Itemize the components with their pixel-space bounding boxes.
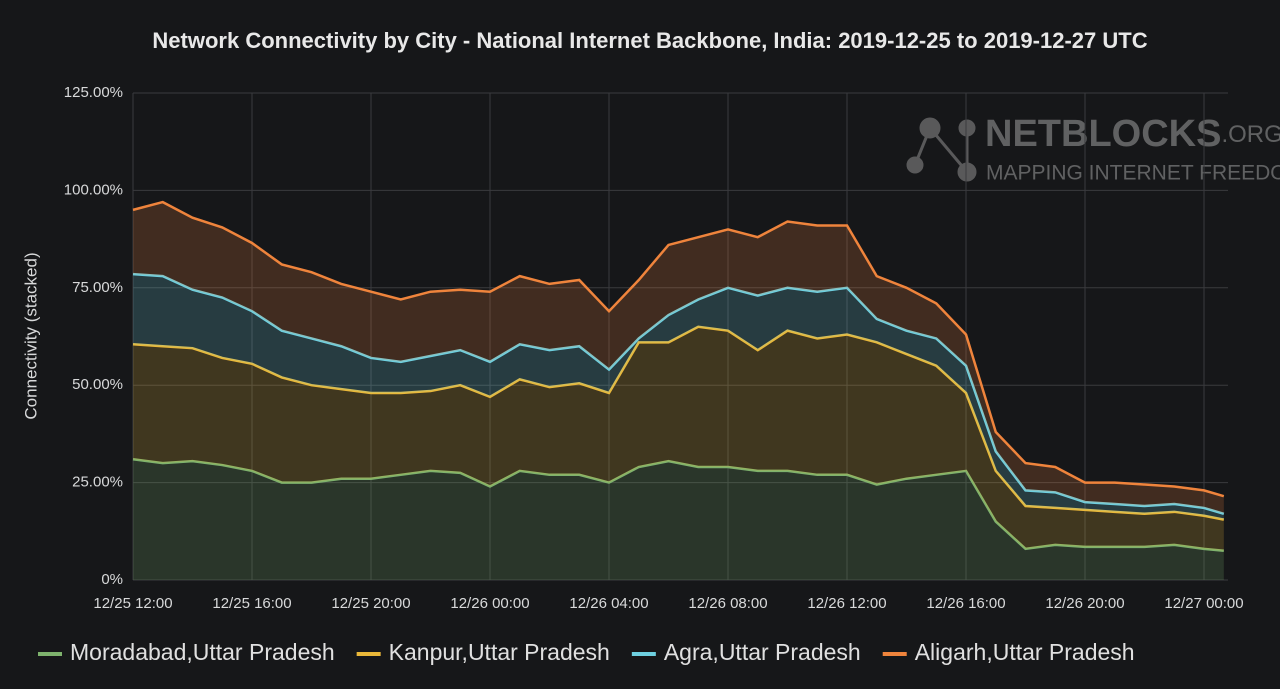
series-area: [133, 326, 1224, 551]
watermark: NETBLOCKS.ORG MAPPING INTERNET FREEDOM: [906, 113, 1280, 185]
legend-swatch: [631, 652, 656, 656]
x-tick-label: 12/25 12:00: [93, 595, 172, 612]
series-area: [133, 274, 1224, 520]
y-tick-label: 25.00%: [72, 474, 123, 491]
legend-label: Kanpur,Uttar Pradesh: [389, 639, 610, 665]
y-tick-label: 75.00%: [72, 279, 123, 296]
series-line: [132, 325, 1225, 521]
x-tick-label: 12/26 16:00: [926, 595, 1005, 612]
watermark-logo: [906, 117, 977, 182]
x-tick-label: 12/26 08:00: [688, 595, 767, 612]
y-tick-label: 0%: [101, 571, 123, 588]
series-line: [132, 272, 1225, 515]
legend-label: Moradabad,Uttar Pradesh: [70, 639, 335, 665]
y-axis-label: Connectivity (stacked): [21, 252, 40, 419]
legend-swatch: [38, 652, 62, 656]
watermark-brand-name: NETBLOCKS: [985, 113, 1221, 155]
watermark-tagline: MAPPING INTERNET FREEDOM: [986, 162, 1280, 185]
series-area: [133, 202, 1224, 514]
watermark-suffix: .ORG: [1221, 121, 1280, 148]
x-tick-label: 12/26 12:00: [807, 595, 886, 612]
series-line: [132, 457, 1224, 553]
series-area: [133, 459, 1224, 580]
legend-label: Agra,Uttar Pradesh: [664, 639, 861, 665]
x-tick-label: 12/26 04:00: [569, 595, 648, 612]
legend-swatch: [882, 652, 907, 656]
series-line: [132, 200, 1225, 498]
y-tick-label: 125.00%: [64, 84, 123, 101]
x-tick-label: 12/25 16:00: [212, 595, 291, 612]
y-tick-label: 100.00%: [64, 181, 123, 198]
legend-label: Aligarh,Uttar Pradesh: [915, 639, 1135, 665]
x-tick-label: 12/26 20:00: [1045, 595, 1124, 612]
x-tick-label: 12/26 00:00: [450, 595, 529, 612]
x-tick-label: 12/25 20:00: [331, 595, 410, 612]
legend-swatch: [356, 652, 381, 656]
x-tick-label: 12/27 00:00: [1164, 595, 1243, 612]
chart-title: Network Connectivity by City - National …: [152, 28, 1147, 53]
y-tick-label: 50.00%: [72, 376, 123, 393]
watermark-brand: NETBLOCKS.ORG: [985, 113, 1280, 155]
